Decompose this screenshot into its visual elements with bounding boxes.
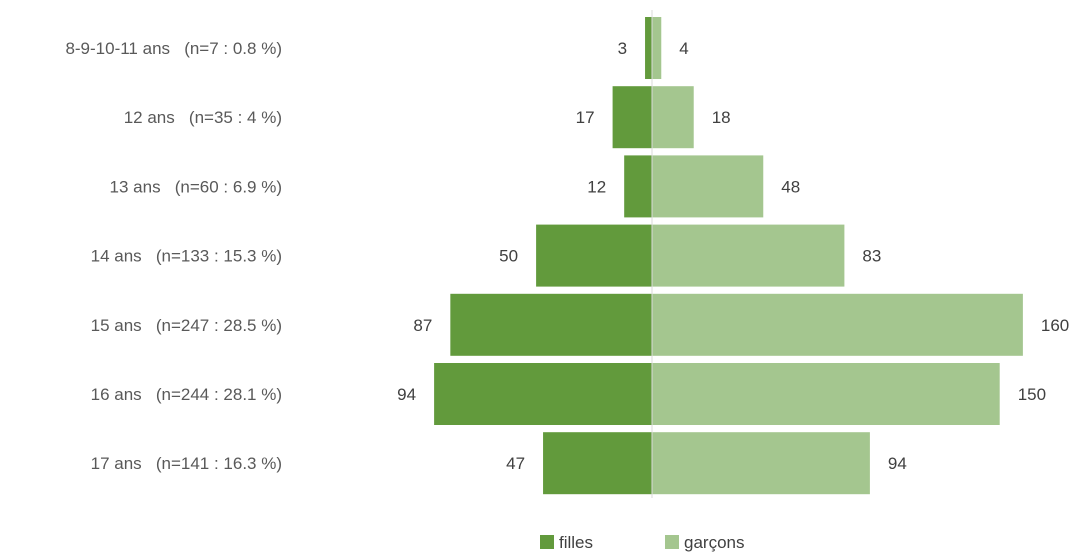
value-label-filles: 87 xyxy=(413,316,432,335)
value-label-garcons: 48 xyxy=(781,177,800,196)
legend: filles garçons xyxy=(540,533,744,552)
category-label: 15 ans (n=247 : 28.5 %) xyxy=(91,316,282,335)
value-label-filles: 17 xyxy=(576,108,595,127)
category-label: 14 ans (n=133 : 15.3 %) xyxy=(91,247,282,266)
bars-group xyxy=(434,17,1023,495)
value-label-garcons: 83 xyxy=(862,247,881,266)
value-label-garcons: 18 xyxy=(712,108,731,127)
value-label-garcons: 94 xyxy=(888,454,907,473)
category-label: 12 ans (n=35 : 4 %) xyxy=(124,108,282,127)
bar-filles xyxy=(434,363,652,425)
bar-garcons xyxy=(652,293,1023,356)
value-label-garcons: 160 xyxy=(1041,316,1069,335)
value-label-filles: 94 xyxy=(397,385,416,404)
value-labels: 3 4 17 18 12 48 50 83 87 160 94 150 47 94 xyxy=(397,39,1069,473)
bar-filles xyxy=(543,432,652,495)
bar-filles xyxy=(645,17,652,79)
bar-filles xyxy=(612,86,652,149)
bar-garcons xyxy=(652,363,1000,425)
value-label-filles: 3 xyxy=(618,39,627,58)
legend-label-garcons: garçons xyxy=(684,533,744,552)
bar-garcons xyxy=(652,155,764,218)
value-label-filles: 50 xyxy=(499,247,518,266)
bar-filles xyxy=(624,155,652,218)
category-label: 8-9-10-11 ans (n=7 : 0.8 %) xyxy=(65,39,282,58)
category-label: 13 ans (n=60 : 6.9 %) xyxy=(110,177,282,196)
value-label-garcons: 4 xyxy=(679,39,688,58)
category-label: 17 ans (n=141 : 16.3 %) xyxy=(91,454,282,473)
bar-garcons xyxy=(652,17,662,79)
bar-filles xyxy=(536,224,652,287)
category-label: 16 ans (n=244 : 28.1 %) xyxy=(91,385,282,404)
bar-garcons xyxy=(652,86,694,149)
legend-swatch-garcons xyxy=(665,535,679,549)
legend-label-filles: filles xyxy=(559,533,593,552)
bar-garcons xyxy=(652,224,845,287)
value-label-filles: 47 xyxy=(506,454,525,473)
legend-swatch-filles xyxy=(540,535,554,549)
bar-filles xyxy=(450,293,652,356)
category-labels: 8-9-10-11 ans (n=7 : 0.8 %) 12 ans (n=35 … xyxy=(65,39,282,473)
bar-garcons xyxy=(652,432,870,495)
value-label-filles: 12 xyxy=(587,177,606,196)
value-label-garcons: 150 xyxy=(1018,385,1046,404)
